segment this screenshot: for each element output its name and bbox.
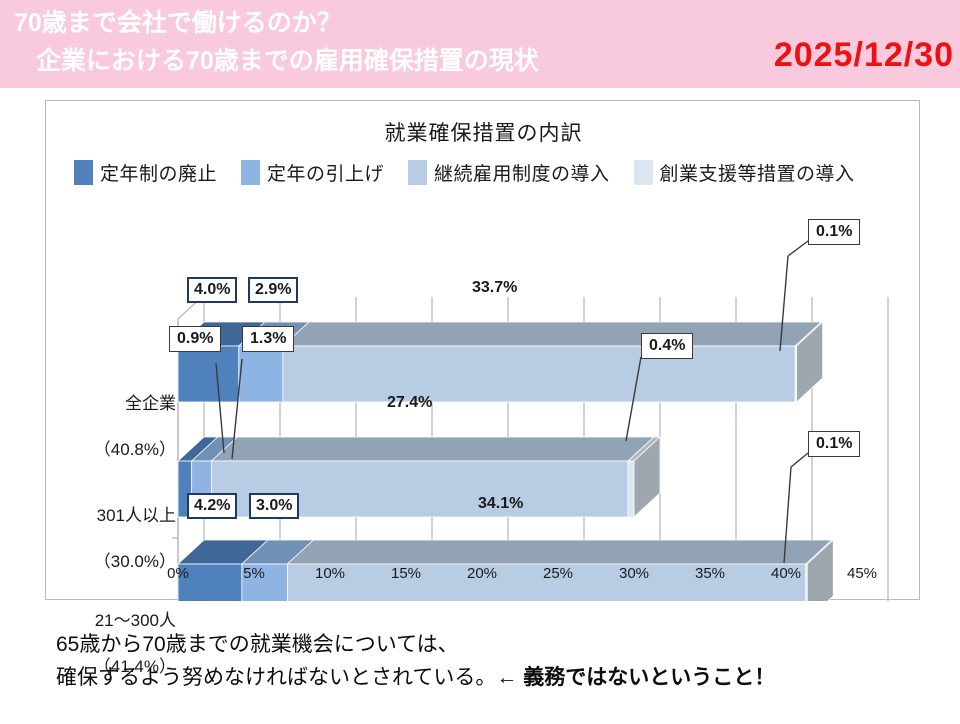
bar-segment-0-2 [281,321,823,403]
category-label-2: 21～300人 （41.4%） [46,586,176,724]
x-tick-label-9: 45% [846,565,878,582]
legend-item-2: 継続雇用制度の導入 [408,159,610,186]
data-label-1-1: 1.3% [242,326,295,352]
page-title-line1: 70歳まで会社で働けるのか？ [14,9,342,37]
data-label-2-2: 34.1% [478,495,524,512]
category-name-1: 301人以上 [96,506,176,525]
data-label-2-1: 3.0% [249,493,300,519]
data-label-1-2: 27.4% [387,394,433,411]
bar-segment-2-1 [240,539,315,601]
legend-item-0: 定年制の廃止 [74,159,217,186]
footer-line2-emphasis: ← 義務ではないということ！ [496,666,776,689]
header-date: 2025/12/30 [773,36,954,74]
legend-swatch-icon-0 [74,160,93,185]
page-title: 70歳まで会社で働けるのか？ 企業における70歳までの雇用確保措置の現状 [14,4,714,80]
legend-item-1: 定年の引上げ [241,159,384,186]
legend-item-3: 創業支援等措置の導入 [633,159,855,186]
chart-title: 就業確保措置の内訳 [384,122,583,145]
data-label-0-0: 4.0% [187,277,238,303]
legend-label-0: 定年制の廃止 [100,164,218,185]
data-label-0-3: 0.1% [808,219,861,245]
x-tick-label-4: 20% [466,565,498,582]
legend-swatch-icon-1 [241,160,261,185]
x-tick-label-0: 0% [167,565,189,582]
x-tick-label-7: 35% [694,565,726,582]
legend-swatch-icon-2 [408,160,428,185]
category-name-2: 21～300人 [94,611,176,630]
legend-label-2: 継続雇用制度の導入 [434,164,610,185]
bar-side-face-0 [796,321,824,403]
category-total-1: （30.0%） [93,552,176,571]
x-tick-label-3: 15% [390,565,422,582]
bar-segment-2-2 [286,539,833,601]
x-tick-label-1: 5% [243,565,265,582]
header-banner: 70歳まで会社で働けるのか？ 企業における70歳までの雇用確保措置の現状 2025… [0,0,960,88]
legend-label-3: 創業支援等措置の導入 [659,164,855,185]
chart-container: 就業確保措置の内訳 定年制の廃止 定年の引上げ 継続雇用制度の導入 創業支援等措… [45,100,920,676]
legend-label-1: 定年の引上げ [267,164,385,185]
category-total-2: （41.4%） [93,657,176,676]
category-label-1: 301人以上 （30.0%） [46,481,176,619]
footer-note: 65歳から70歳までの就業機会については、 確保するよう努めなければないとされて… [56,628,775,694]
footer-line1: 65歳から70歳までの就業機会については、 [56,633,459,656]
data-label-1-0: 0.9% [169,326,222,352]
bar-segment-1-2 [210,436,655,518]
x-tick-label-8: 40% [770,565,802,582]
page-title-line2: 企業における70歳までの雇用確保措置の現状 [36,47,539,75]
chart-legend: 定年制の廃止 定年の引上げ 継続雇用制度の導入 創業支援等措置の導入 [74,159,904,186]
category-name-0: 全企業 [125,394,176,413]
footer-line2: 確保するよう努めなければないとされている。 [56,666,497,689]
bar-side-face-1 [633,436,661,518]
data-label-2-0: 4.2% [187,493,238,519]
x-tick-label-6: 30% [618,565,650,582]
data-label-0-1: 2.9% [248,277,299,303]
bar-segment-2-0 [176,539,269,601]
x-tick-label-5: 25% [542,565,574,582]
legend-swatch-icon-3 [633,160,653,185]
category-label-0: 全企業 （40.8%） [46,369,176,507]
bar-side-face-2 [806,539,834,601]
data-label-1-3: 0.4% [641,333,694,359]
category-total-0: （40.8%） [93,440,176,459]
x-tick-label-2: 10% [314,565,346,582]
data-label-2-3: 0.1% [808,431,861,457]
data-label-0-2: 33.7% [472,279,518,296]
